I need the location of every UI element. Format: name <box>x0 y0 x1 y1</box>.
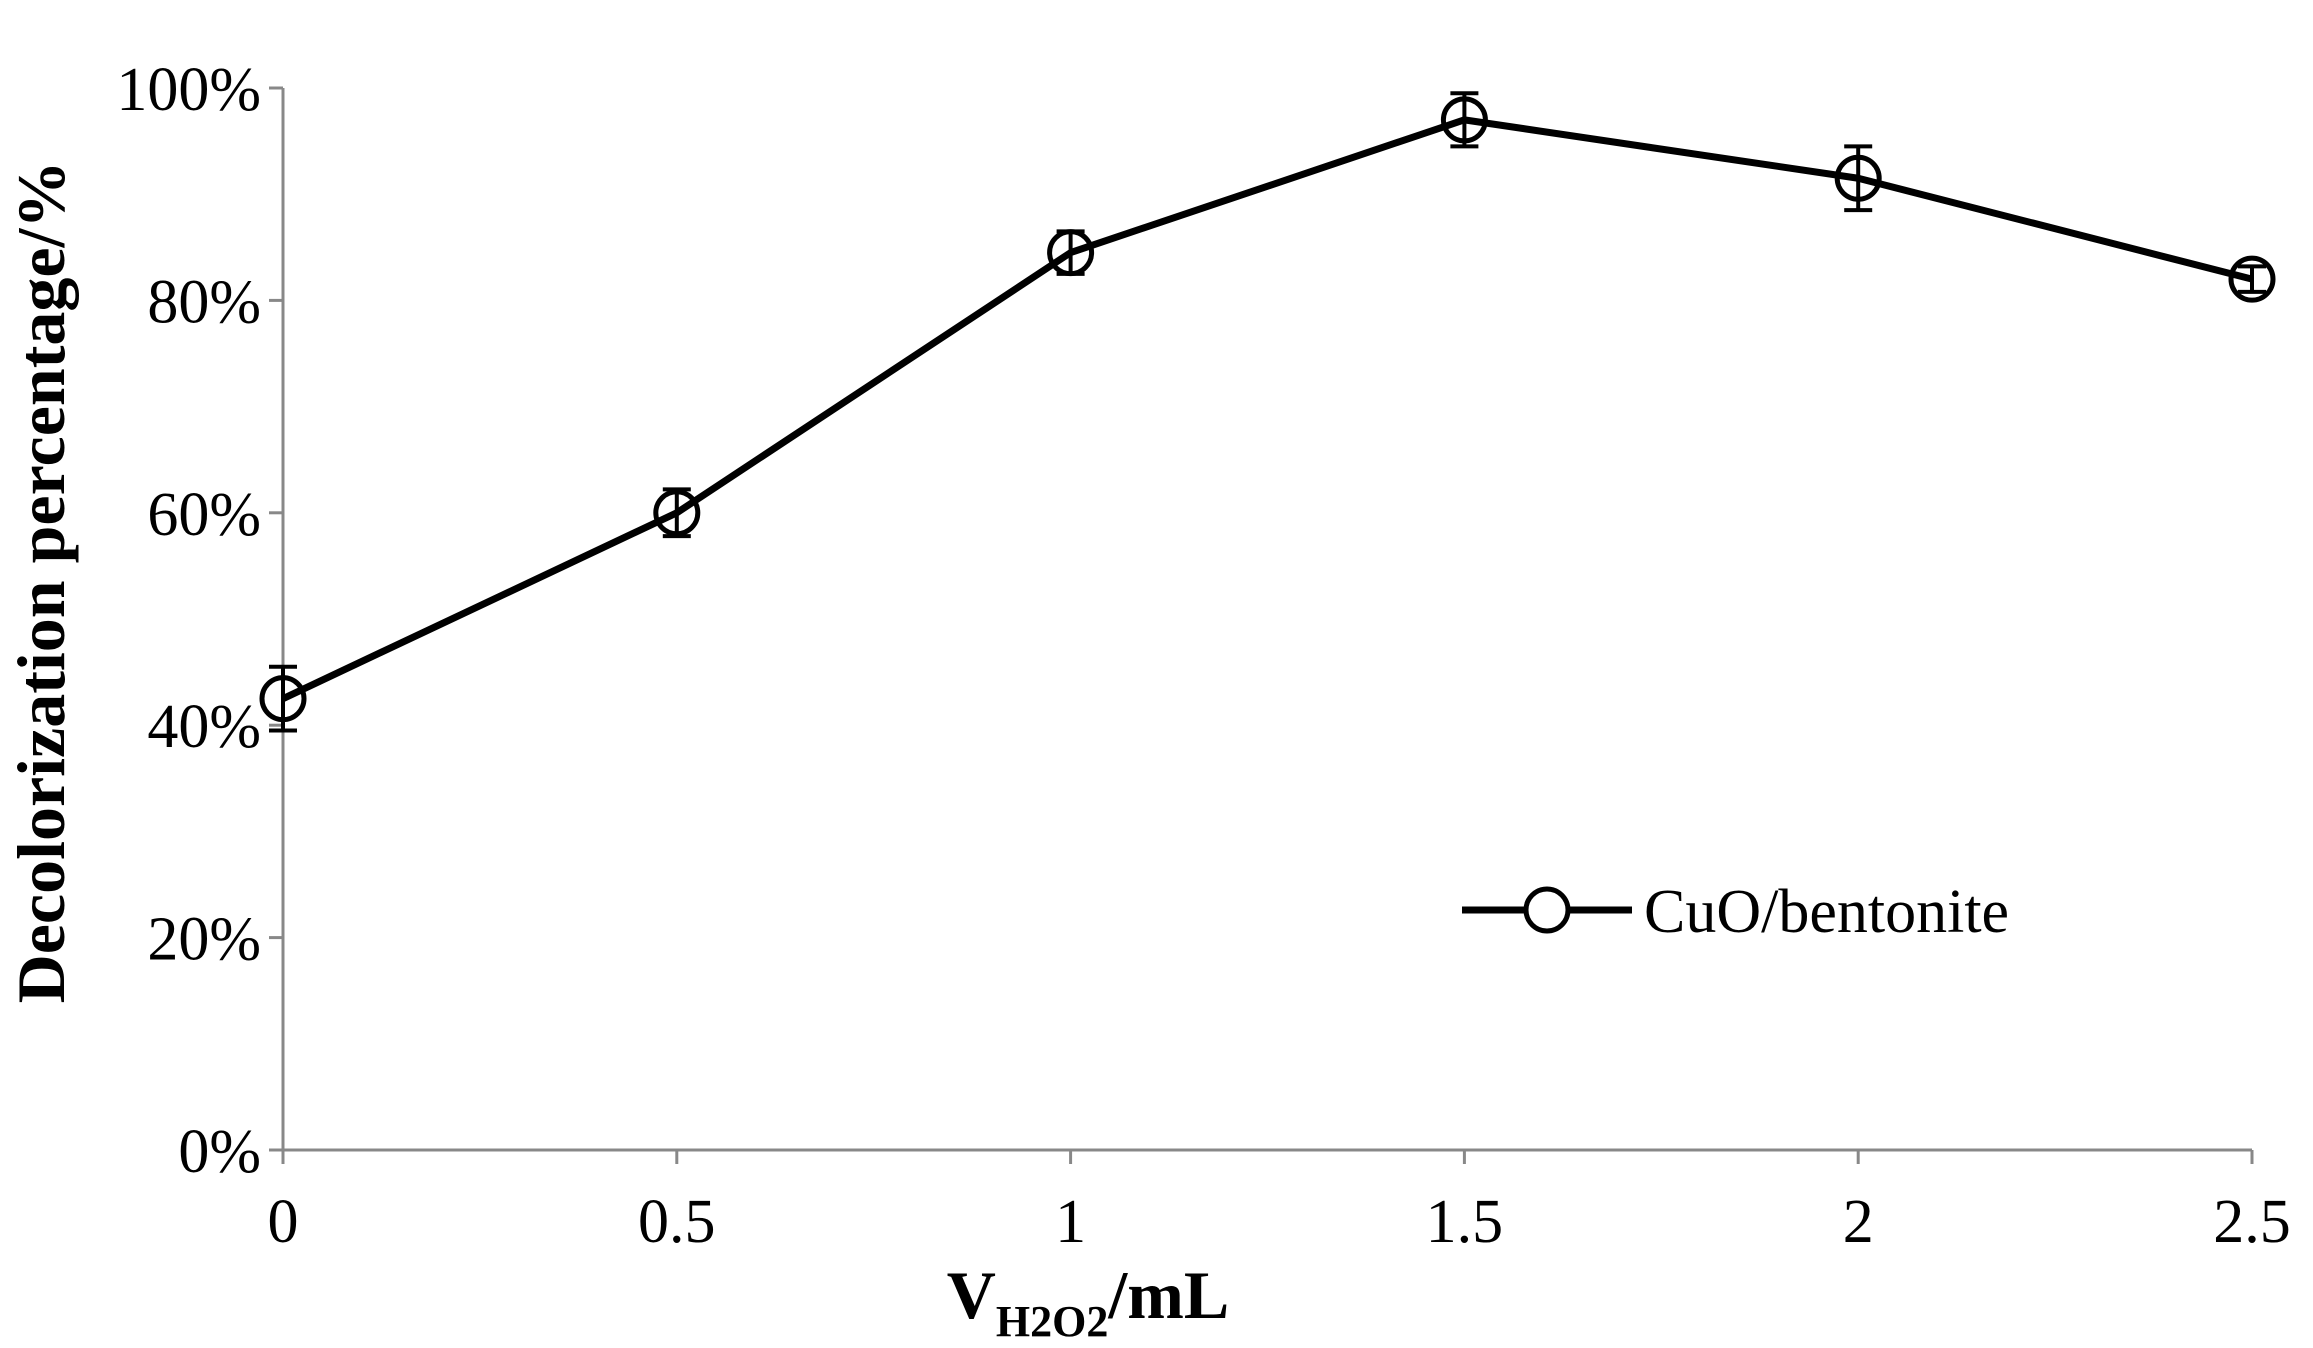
legend: CuO/bentonite <box>1462 878 2009 946</box>
series <box>259 91 2276 733</box>
legend-label: CuO/bentonite <box>1644 878 2009 946</box>
x-tick-label: 2.5 <box>2213 1188 2291 1256</box>
data-point <box>1834 154 1882 202</box>
data-point <box>259 675 307 723</box>
x-tick-label: 1.5 <box>1426 1188 1504 1256</box>
y-axis-title: Decolorization percentage/% <box>3 161 79 1004</box>
y-tick-label: 40% <box>147 693 261 761</box>
data-point <box>1047 229 1095 277</box>
data-point <box>653 489 701 537</box>
axes <box>281 88 2252 1152</box>
series-line <box>281 116 2253 702</box>
x-axis-title-main: V <box>947 1257 996 1333</box>
y-tick-label: 60% <box>147 481 261 549</box>
data-point <box>2228 255 2276 303</box>
y-tick-label: 0% <box>178 1118 261 1186</box>
legend-marker <box>1523 886 1571 934</box>
y-tick-label: 80% <box>147 268 261 336</box>
x-tick-label: 0.5 <box>638 1188 716 1256</box>
x-axis-title-subscript: H2O2 <box>996 1297 1108 1346</box>
x-tick-label: 0 <box>268 1188 299 1256</box>
x-tick-label: 2 <box>1843 1188 1874 1256</box>
x-axis-title: VH2O2/mL <box>947 1257 1229 1346</box>
x-tick-label: 1 <box>1055 1188 1086 1256</box>
data-point <box>1440 96 1488 144</box>
y-tick-label: 100% <box>116 56 261 124</box>
ticks: 0% 20% 40% 60% 80% 100% 0 0.5 1 1.5 2 2.5 <box>116 56 2290 1256</box>
x-axis-title-suffix: /mL <box>1107 1257 1229 1333</box>
y-tick-label: 20% <box>147 906 261 974</box>
